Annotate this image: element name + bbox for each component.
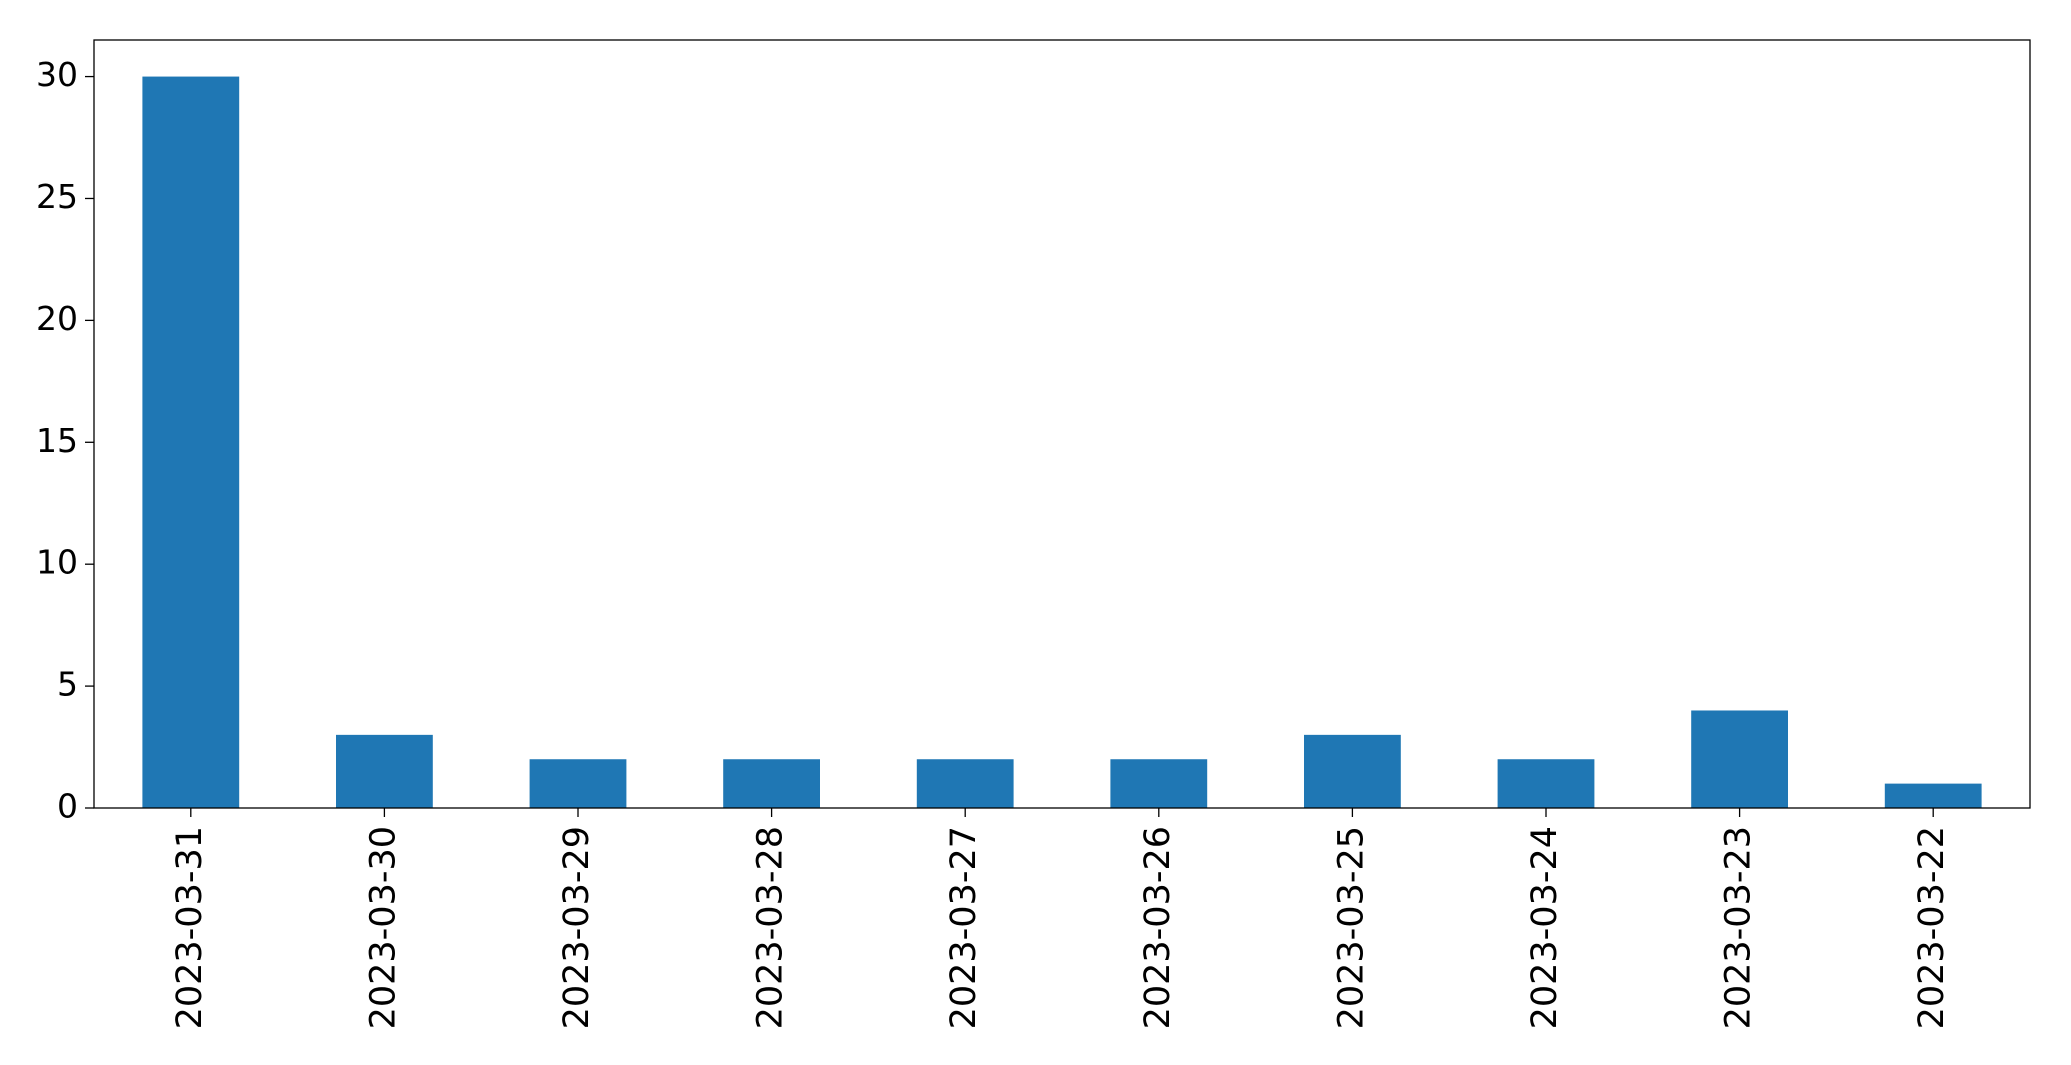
x-tick-label: 2023-03-26 (1138, 826, 1178, 1029)
bar (336, 734, 433, 808)
bar (1497, 759, 1595, 808)
y-tick-label: 5 (57, 665, 78, 704)
plot-frame (93, 39, 2031, 809)
x-tick-label: 2023-03-30 (363, 826, 403, 1029)
x-tick-label: 2023-03-23 (1719, 826, 1759, 1029)
bar (1691, 710, 1788, 808)
y-tick-label: 25 (36, 177, 78, 216)
x-tick-label: 2023-03-25 (1331, 826, 1371, 1029)
bar (1110, 759, 1208, 808)
x-tick-label: 2023-03-24 (1525, 826, 1565, 1029)
y-tick-label: 20 (36, 299, 78, 338)
x-tick-label: 2023-03-28 (751, 826, 791, 1029)
x-tick-label: 2023-03-22 (1912, 826, 1952, 1029)
y-tick-label: 0 (57, 787, 78, 826)
bar (529, 759, 627, 808)
bar (1304, 734, 1401, 808)
bar (916, 759, 1014, 808)
y-tick-label: 15 (36, 421, 78, 460)
bar (142, 76, 240, 809)
x-tick-label: 2023-03-31 (170, 826, 210, 1029)
bar (1884, 783, 1982, 808)
bar (723, 759, 820, 808)
x-tick-label: 2023-03-27 (944, 826, 984, 1029)
x-tick-label: 2023-03-29 (557, 826, 597, 1029)
y-tick-label: 10 (36, 543, 78, 582)
y-tick-label: 30 (36, 55, 78, 94)
